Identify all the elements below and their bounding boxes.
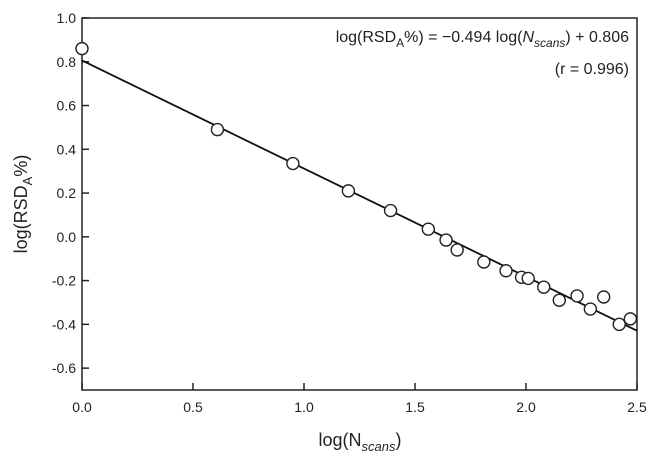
data-point — [499, 264, 513, 278]
fit-correlation: (r = 0.996) — [555, 61, 629, 78]
data-point — [341, 184, 356, 198]
data-point — [210, 122, 225, 137]
data-point — [623, 312, 638, 326]
data-point — [552, 293, 566, 307]
data-point — [597, 290, 611, 304]
regression-line — [81, 59, 638, 332]
data-point — [583, 302, 598, 316]
data-point — [421, 222, 436, 236]
y-axis-title: log(RSDA%) — [11, 155, 35, 254]
y-tick-label: 0.0 — [57, 229, 77, 245]
y-tick-label: 0.6 — [57, 98, 77, 114]
data-point — [521, 271, 535, 286]
y-tick-label: 0.2 — [57, 185, 77, 201]
data-point — [450, 243, 464, 257]
x-tick-label: 1.0 — [294, 399, 314, 415]
fit-equation: log(RSDA%) = −0.494 log(Nscans) + 0.806 — [336, 29, 629, 50]
y-tick-label: -0.4 — [52, 316, 76, 332]
x-tick-label: 2.0 — [516, 399, 536, 415]
x-axis-title: log(Nscans) — [319, 430, 402, 454]
x-tick-label: 0.5 — [183, 399, 203, 415]
y-tick-label: -0.2 — [52, 273, 76, 289]
x-tick-label: 1.5 — [405, 399, 425, 415]
data-point — [439, 233, 453, 247]
data-point — [383, 203, 398, 218]
data-point — [612, 317, 626, 332]
data-point — [286, 156, 300, 171]
data-point — [537, 280, 551, 294]
data-points — [75, 41, 638, 332]
y-ticks: 1.0 0.8 0.6 0.4 0.2 0.0 -0.2 -0.4 -0.6 — [52, 10, 89, 376]
y-tick-label: 0.8 — [57, 54, 77, 70]
data-point — [477, 255, 491, 269]
x-tick-label: 0.0 — [72, 399, 92, 415]
data-point — [75, 41, 89, 56]
data-point — [570, 289, 584, 303]
x-tick-label: 2.5 — [627, 399, 647, 415]
y-tick-label: 1.0 — [57, 10, 77, 26]
plot-frame — [81, 17, 638, 391]
y-tick-label: -0.6 — [52, 360, 76, 376]
x-ticks: 0.0 0.5 1.0 1.5 2.0 2.5 — [72, 383, 647, 415]
y-tick-label: 0.4 — [57, 141, 77, 157]
